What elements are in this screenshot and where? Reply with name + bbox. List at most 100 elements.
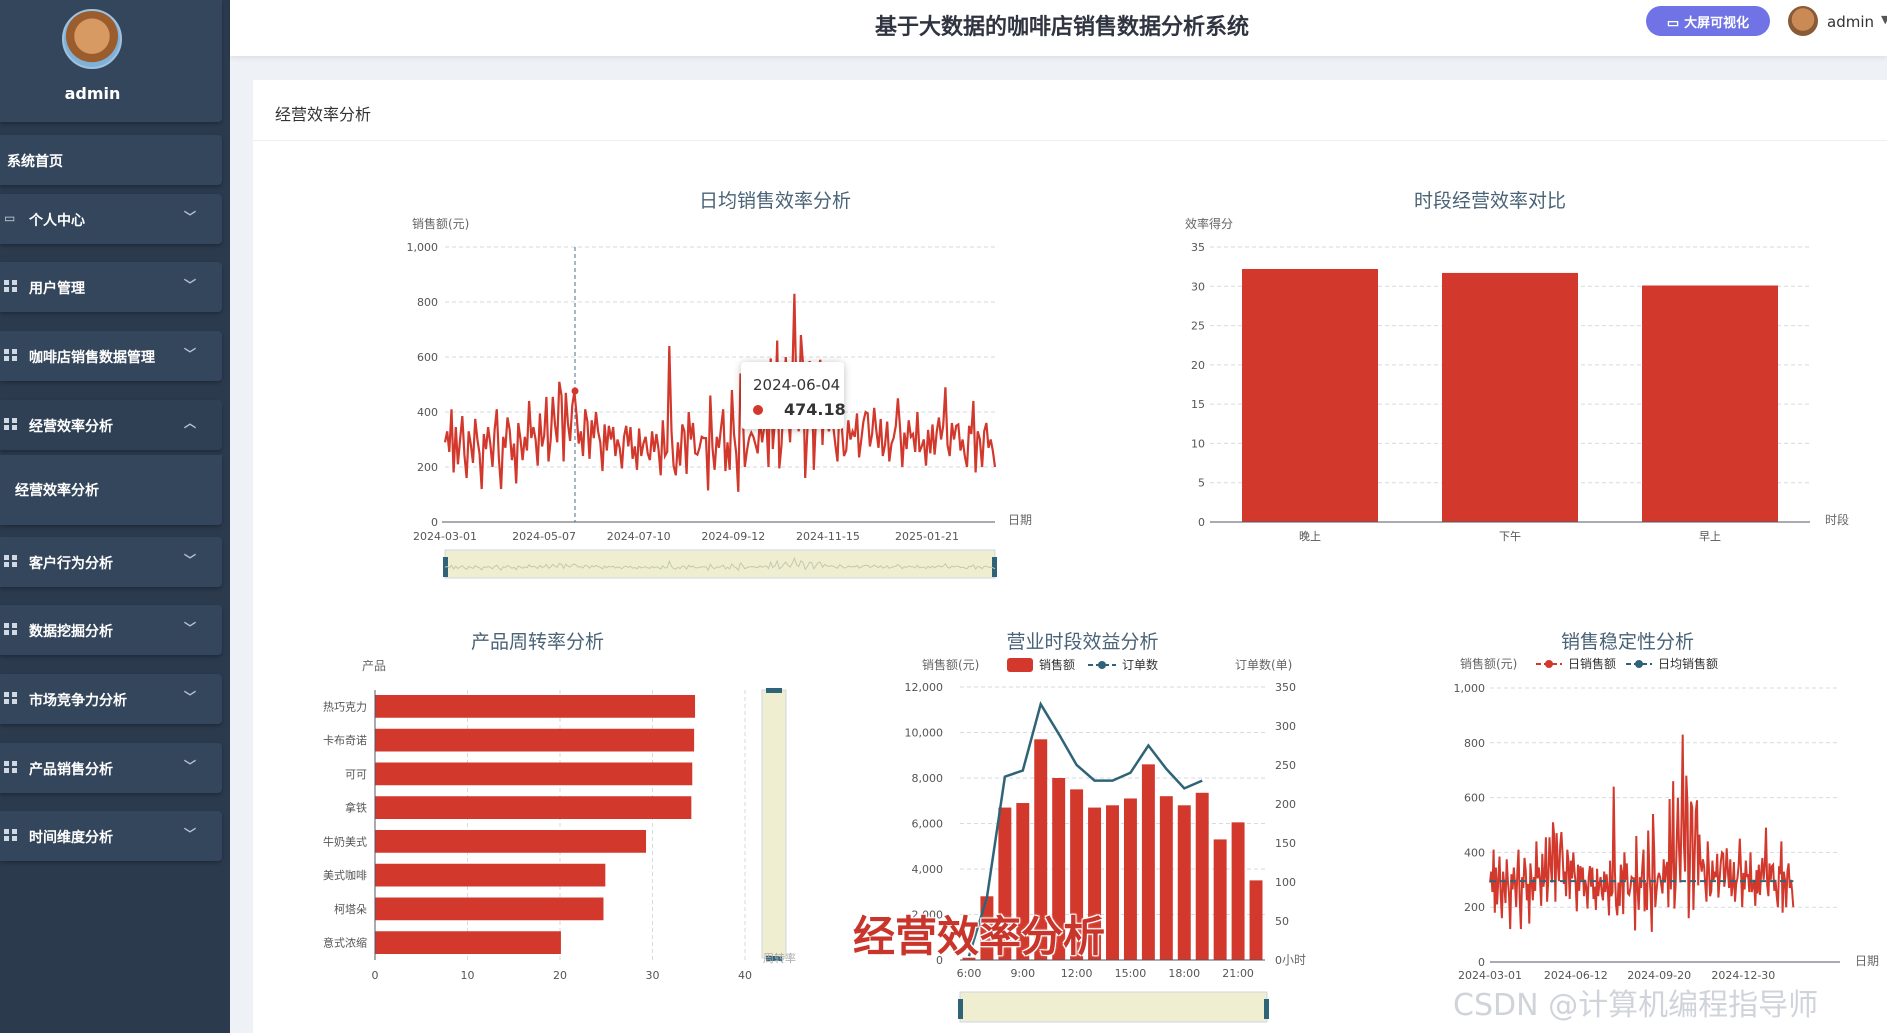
grid-icon xyxy=(4,418,18,430)
y-tick-label: 10,000 xyxy=(905,727,944,740)
sidebar-item-home[interactable]: 系统首页 xyxy=(0,135,222,185)
sidebar-item-label: 系统首页 xyxy=(7,154,63,170)
x-tick-label: 21:00 xyxy=(1222,967,1254,980)
x-tick-label: 0 xyxy=(372,969,379,982)
datazoom-slider[interactable] xyxy=(444,549,996,579)
y-tick-label: 8,000 xyxy=(912,772,944,785)
datazoom-preview xyxy=(444,556,996,572)
bar xyxy=(998,807,1012,960)
sidebar-item-market[interactable]: 市场竞争力分析 ﹀ xyxy=(0,674,222,724)
datazoom-slider[interactable] xyxy=(959,991,1268,1023)
y-tick-label: 0 xyxy=(1198,516,1205,529)
y-tick-label: 美式咖啡 xyxy=(323,868,367,882)
sidebar-item-label: 产品销售分析 xyxy=(29,762,113,778)
y-tick-label: 25 xyxy=(1191,320,1205,333)
y-axis-title: 效率得分 xyxy=(1185,216,1233,231)
grid-icon xyxy=(4,623,18,635)
datazoom-handle-top[interactable] xyxy=(766,688,782,693)
bar xyxy=(1177,805,1191,960)
x-tick-label: 40 xyxy=(738,969,752,982)
y-tick-label: 1,000 xyxy=(407,241,439,254)
submenu-item-efficiency[interactable]: 经营效率分析 xyxy=(15,483,99,499)
x-tick-label: 2024-03-01 xyxy=(1458,969,1522,982)
y-tick-label: 12,000 xyxy=(905,681,944,694)
sidebar-item-customer[interactable]: 客户行为分析 ﹀ xyxy=(0,537,222,587)
y-tick-label: 0 xyxy=(936,954,943,967)
sidebar-item-users[interactable]: 用户管理 ﹀ xyxy=(0,262,222,312)
series-line-daily[interactable] xyxy=(1489,734,1795,932)
grid-icon xyxy=(4,349,18,361)
y-tick-label: 350 xyxy=(1275,681,1296,694)
datazoom-handle-left[interactable] xyxy=(958,999,963,1019)
chevron-down-icon: ﹀ xyxy=(183,210,196,224)
y-tick-labels: 0 200 400 600 800 1,000 xyxy=(407,241,439,529)
bar xyxy=(1052,778,1066,960)
datazoom-handle-right[interactable] xyxy=(992,557,997,577)
x-tick-label: 15:00 xyxy=(1115,967,1147,980)
x-tick-label: 2025-01-21 xyxy=(895,530,959,543)
legend-swatch-sales xyxy=(1007,658,1033,672)
series-line-sales[interactable] xyxy=(443,293,997,492)
tooltip-series-dot xyxy=(753,405,763,415)
bar xyxy=(962,957,976,960)
x-tick-label: 18:00 xyxy=(1168,967,1200,980)
hover-point[interactable] xyxy=(571,387,579,395)
sidebar-item-profile[interactable]: ▭ 个人中心 ﹀ xyxy=(0,194,222,244)
bar xyxy=(1195,792,1209,960)
sidebar-item-mining[interactable]: 数据挖掘分析 ﹀ xyxy=(0,605,222,655)
sidebar-item-sales-data[interactable]: 咖啡店销售数据管理 ﹀ xyxy=(0,331,222,381)
x-tick-label: 2024-09-12 xyxy=(701,530,765,543)
sidebar-item-product[interactable]: 产品销售分析 ﹀ xyxy=(0,743,222,793)
period-efficiency-chart: 效率得分 时段 0 5 10 15 20 25 30 35 晚上 下午 早上 xyxy=(1185,216,1849,543)
y-tick-label: 200 xyxy=(1464,901,1485,914)
bar xyxy=(1123,798,1137,960)
y-tick-label: 35 xyxy=(1191,241,1205,254)
x-axis-title: 日期 xyxy=(1855,954,1879,968)
tooltip-date: 2024-06-04 xyxy=(753,376,841,394)
x-tick-labels: 2024-03-01 2024-05-07 2024-07-10 2024-09-12… xyxy=(413,530,959,543)
header-username[interactable]: admin xyxy=(1827,13,1874,31)
y-tick-label: 200 xyxy=(417,461,438,474)
datazoom-handle-bottom[interactable] xyxy=(766,956,782,961)
avatar[interactable] xyxy=(62,9,122,69)
x-tick-label: 10 xyxy=(461,969,475,982)
bar xyxy=(1231,822,1245,960)
y-tick-label: 600 xyxy=(417,351,438,364)
sidebar-item-efficiency[interactable]: 经营效率分析 ︿ xyxy=(0,400,222,450)
sidebar-item-label: 经营效率分析 xyxy=(29,419,113,435)
y-axis-title-right: 订单数(单) xyxy=(1235,657,1292,672)
user-avatar[interactable] xyxy=(1788,6,1818,36)
bar xyxy=(375,762,693,786)
series-line-orders[interactable] xyxy=(967,701,1203,957)
bar xyxy=(1106,805,1119,960)
grid-icon xyxy=(4,280,18,292)
user-profile: admin xyxy=(0,0,222,122)
bar xyxy=(1141,764,1155,960)
bars xyxy=(1242,269,1778,522)
y-axis-title: 产品 xyxy=(362,659,386,673)
y-tick-label: 10 xyxy=(1191,437,1205,450)
chart-title-stability: 销售稳定性分析 xyxy=(1560,631,1694,653)
grid-icon xyxy=(4,555,18,567)
bigscreen-button[interactable]: ▭ 大屏可视化 xyxy=(1646,6,1770,36)
top-header: 基于大数据的咖啡店销售数据分析系统 ▭ 大屏可视化 admin ▼ xyxy=(230,0,1887,56)
chevron-down-icon: ﹀ xyxy=(183,827,196,841)
legend-label-daily: 日销售额 xyxy=(1568,656,1616,671)
sidebar-item-time[interactable]: 时间维度分析 ﹀ xyxy=(0,811,222,861)
datazoom-handle-right[interactable] xyxy=(1264,999,1269,1019)
y-axis-title: 销售额(元) xyxy=(412,216,469,231)
chart-title-period: 时段经营效率对比 xyxy=(1413,190,1566,212)
watermark: CSDN @计算机编程指导师 xyxy=(1453,988,1819,1023)
datazoom-slider[interactable] xyxy=(761,689,787,959)
x-tick-label: 晚上 xyxy=(1299,530,1321,543)
chart-title-turnover: 产品周转率分析 xyxy=(470,631,604,653)
y-tick-label: 300 xyxy=(1275,720,1296,733)
caret-down-icon[interactable]: ▼ xyxy=(1881,13,1887,26)
legend-label-sales: 销售额 xyxy=(1039,657,1075,672)
x-tick-labels: 6:00 9:00 12:00 15:00 18:00 21:00 xyxy=(957,967,1254,980)
bars xyxy=(375,695,696,954)
chart-title-daily: 日均销售效率分析 xyxy=(698,190,851,212)
bar xyxy=(1159,796,1173,960)
legend-label-orders: 订单数 xyxy=(1122,657,1158,672)
